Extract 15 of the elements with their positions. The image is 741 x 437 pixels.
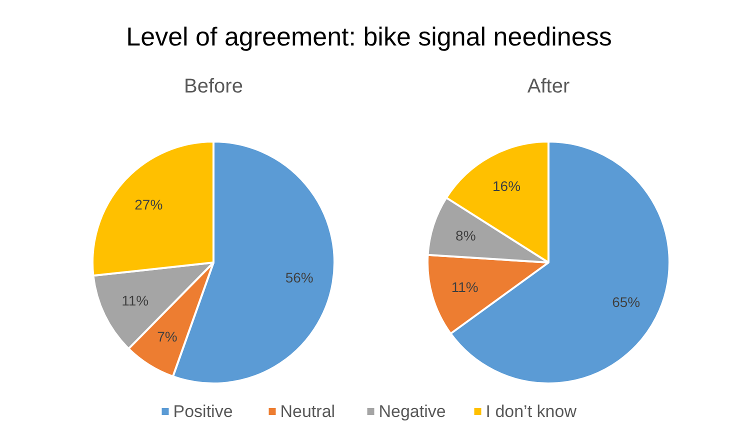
slice-label: Before	[184, 76, 243, 98]
data-label: 65%	[612, 294, 640, 310]
data-label: 56%	[285, 269, 314, 286]
legend-label: Negative	[378, 402, 446, 421]
legend-label: I don’t know	[486, 402, 578, 421]
data-label: 11%	[451, 278, 478, 295]
legend-label: Neutral	[280, 402, 336, 421]
data-label: 16%	[492, 178, 521, 194]
data-label: 27%	[134, 196, 163, 212]
data-label: 8%	[456, 228, 476, 244]
legend-label: Positive	[173, 402, 233, 421]
slice-label: After	[527, 76, 570, 98]
chart-title: Level of agreement: bike signal neediness	[126, 22, 612, 52]
data-label: 7%	[157, 328, 178, 344]
data-label: 11%	[122, 292, 149, 308]
